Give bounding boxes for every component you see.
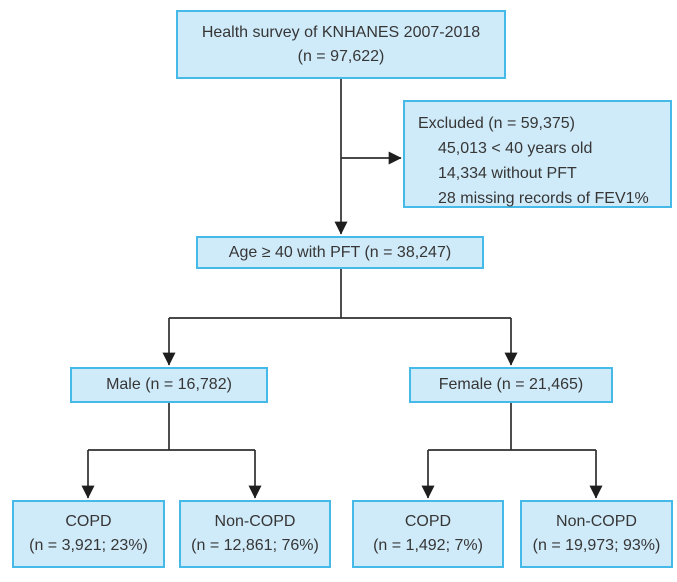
node-age-pft-label: Age ≥ 40 with PFT (n = 38,247) bbox=[228, 243, 452, 261]
node-male: Male (n = 16,782) bbox=[70, 367, 268, 403]
node-health-survey-count: (n = 97,622) bbox=[297, 47, 385, 65]
node-excluded-item-pft: 14,334 without PFT bbox=[438, 165, 577, 182]
node-female-copd-count: (n = 1,492; 7%) bbox=[373, 537, 483, 554]
node-excluded-item-age: 45,013 < 40 years old bbox=[438, 140, 593, 157]
node-male-copd-title: COPD bbox=[65, 513, 112, 530]
node-excluded: Excluded (n = 59,375) 45,013 < 40 years … bbox=[403, 100, 672, 208]
node-male-label: Male (n = 16,782) bbox=[106, 376, 232, 393]
node-male-copd: COPD (n = 3,921; 23%) bbox=[12, 500, 165, 568]
node-female-label: Female (n = 21,465) bbox=[438, 376, 584, 393]
node-health-survey-title: Health survey of KNHANES 2007-2018 bbox=[201, 23, 481, 41]
node-female-noncopd: Non-COPD (n = 19,973; 93%) bbox=[520, 500, 673, 568]
node-female-copd: COPD (n = 1,492; 7%) bbox=[352, 500, 504, 568]
node-female-noncopd-title: Non-COPD bbox=[556, 513, 637, 530]
node-male-noncopd: Non-COPD (n = 12,861; 76%) bbox=[179, 500, 331, 568]
node-male-noncopd-title: Non-COPD bbox=[214, 513, 296, 530]
node-male-noncopd-count: (n = 12,861; 76%) bbox=[191, 537, 319, 554]
node-age-pft: Age ≥ 40 with PFT (n = 38,247) bbox=[196, 236, 484, 269]
node-excluded-item-fev1: 28 missing records of FEV1% bbox=[438, 190, 649, 207]
node-health-survey: Health survey of KNHANES 2007-2018 (n = … bbox=[176, 10, 506, 79]
node-female-copd-title: COPD bbox=[404, 513, 452, 530]
node-excluded-title: Excluded (n = 59,375) bbox=[418, 115, 575, 132]
node-female-noncopd-count: (n = 19,973; 93%) bbox=[532, 537, 661, 554]
node-male-copd-count: (n = 3,921; 23%) bbox=[29, 537, 148, 554]
node-female: Female (n = 21,465) bbox=[409, 367, 613, 403]
